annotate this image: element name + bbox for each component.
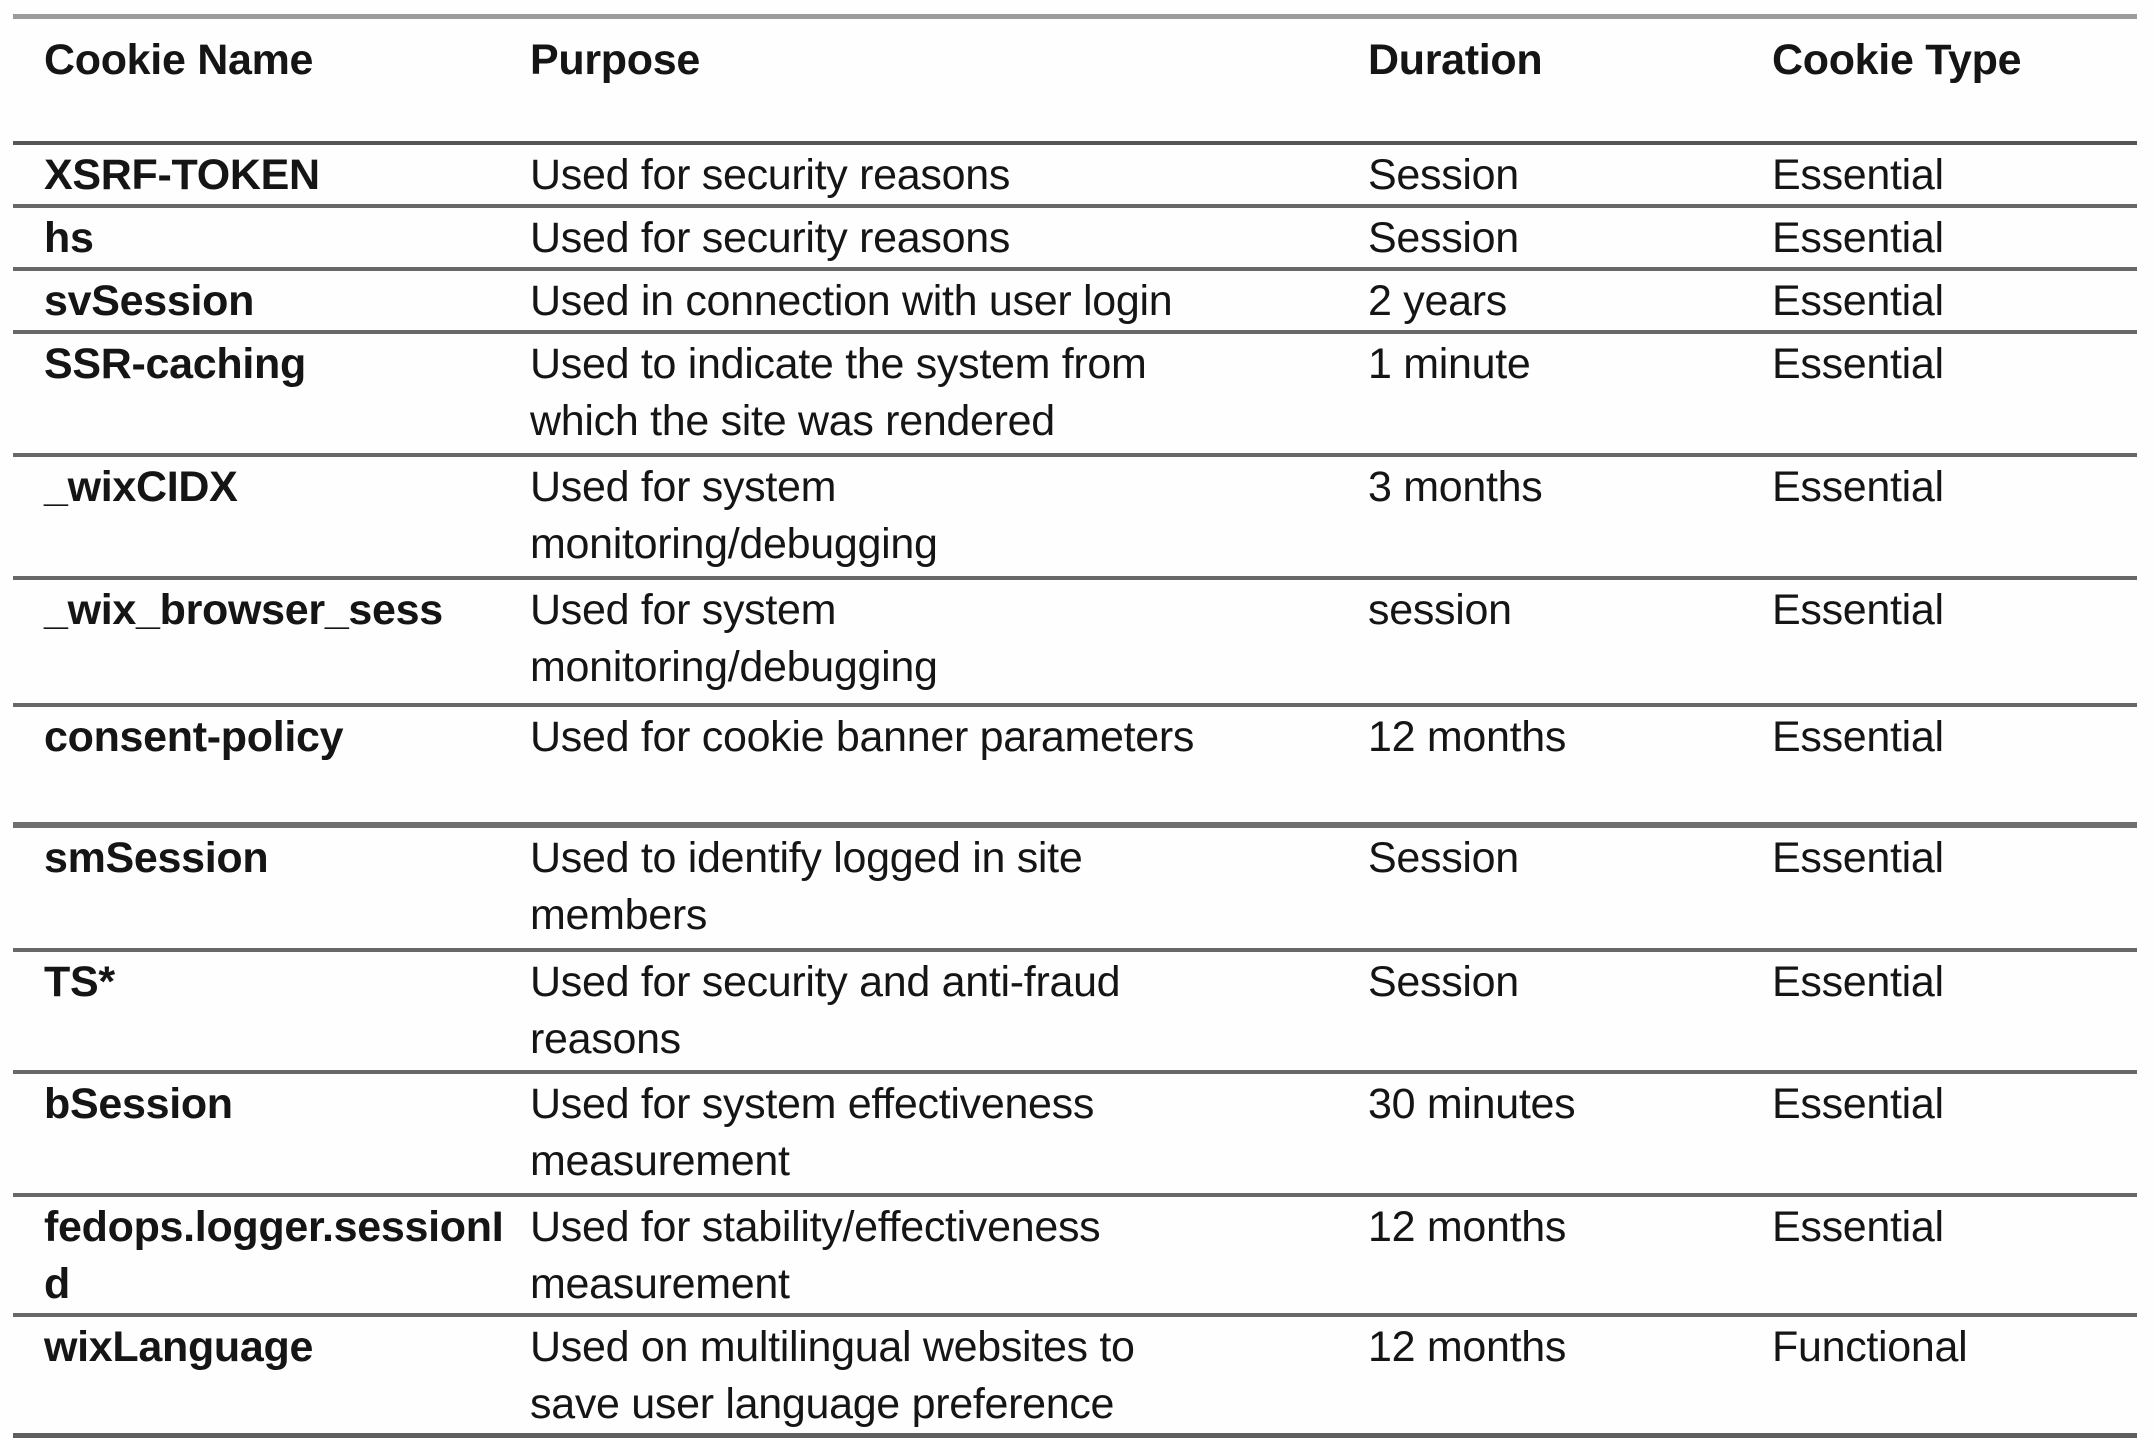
cookie-type-cell: Essential: [1772, 150, 1944, 199]
cookie-name-cell: hs: [44, 213, 94, 262]
table-header-row: Cookie Name Purpose Duration Cookie Type: [13, 17, 2137, 143]
column-header-cookie-name: Cookie Name: [44, 36, 314, 84]
cookie-type-cell: Essential: [1772, 1079, 1944, 1128]
duration-cell: 12 months: [1368, 1202, 1567, 1251]
purpose-cell: Used for system effectiveness measuremen…: [530, 1079, 1095, 1185]
purpose-cell: Used in connection with user login: [530, 276, 1173, 325]
column-header-cookie-type: Cookie Type: [1772, 36, 2022, 84]
purpose-cell: Used for security reasons: [530, 213, 1011, 262]
duration-cell: 1 minute: [1368, 339, 1531, 388]
table-row: svSession Used in connection with user l…: [13, 268, 2137, 332]
cookie-table: Cookie Name Purpose Duration Cookie Type…: [13, 14, 2137, 1438]
table-row: TS* Used for security and anti-fraud rea…: [13, 949, 2137, 1072]
column-header-duration: Duration: [1368, 36, 1543, 84]
duration-cell: Session: [1368, 213, 1519, 262]
table-row: _wixCIDX Used for system monitoring/debu…: [13, 454, 2137, 578]
cookie-name-cell: TS*: [44, 957, 115, 1006]
table-row: fedops.logger.sessionId Used for stabili…: [13, 1194, 2137, 1315]
duration-cell: 12 months: [1368, 1322, 1567, 1371]
purpose-cell: Used to identify logged in site members: [530, 833, 1083, 939]
duration-cell: 12 months: [1368, 712, 1567, 761]
cookie-name-cell: consent-policy: [44, 712, 344, 761]
cookie-name-cell: fedops.logger.sessionId: [44, 1202, 504, 1308]
cookie-type-cell: Essential: [1772, 462, 1944, 511]
cookie-type-cell: Essential: [1772, 712, 1944, 761]
cookie-name-cell: _wix_browser_sess: [44, 585, 443, 634]
duration-cell: Session: [1368, 833, 1519, 882]
table-row: hs Used for security reasons Session Ess…: [13, 205, 2137, 269]
cookie-type-cell: Essential: [1772, 276, 1944, 325]
table-row: wixLanguage Used on multilingual website…: [13, 1314, 2137, 1436]
duration-cell: 2 years: [1368, 276, 1507, 325]
column-header-purpose: Purpose: [530, 36, 700, 84]
purpose-cell: Used on multilingual websites to save us…: [530, 1322, 1135, 1428]
table-row: smSession Used to identify logged in sit…: [13, 824, 2137, 950]
purpose-cell: Used for cookie banner parameters: [530, 712, 1195, 761]
purpose-cell: Used for security reasons: [530, 150, 1011, 199]
cookie-name-cell: XSRF-TOKEN: [44, 150, 320, 199]
cookie-name-cell: bSession: [44, 1079, 233, 1128]
cookie-type-cell: Essential: [1772, 213, 1944, 262]
cookie-name-cell: SSR-caching: [44, 339, 306, 388]
duration-cell: Session: [1368, 957, 1519, 1006]
cookie-name-cell: svSession: [44, 276, 255, 325]
cookie-name-cell: _wixCIDX: [44, 462, 238, 511]
duration-cell: session: [1368, 585, 1512, 634]
duration-cell: Session: [1368, 150, 1519, 199]
table-row: consent-policy Used for cookie banner pa…: [13, 704, 2137, 825]
table-row: _wix_browser_sess Used for system monito…: [13, 577, 2137, 705]
cookie-type-cell: Functional: [1772, 1322, 1968, 1371]
table-row: bSession Used for system effectiveness m…: [13, 1071, 2137, 1195]
cookie-type-cell: Essential: [1772, 833, 1944, 882]
cookie-name-cell: smSession: [44, 833, 269, 882]
table-row: XSRF-TOKEN Used for security reasons Ses…: [13, 142, 2137, 206]
cookie-type-cell: Essential: [1772, 957, 1944, 1006]
purpose-cell: Used for system monitoring/debugging: [530, 462, 938, 568]
cookie-type-cell: Essential: [1772, 585, 1944, 634]
duration-cell: 30 minutes: [1368, 1079, 1576, 1128]
purpose-cell: Used for security and anti-fraud reasons: [530, 957, 1121, 1063]
purpose-cell: Used to indicate the system from which t…: [530, 339, 1147, 445]
purpose-cell: Used for stability/effectiveness measure…: [530, 1202, 1101, 1308]
cookie-type-cell: Essential: [1772, 1202, 1944, 1251]
duration-cell: 3 months: [1368, 462, 1543, 511]
cookie-type-cell: Essential: [1772, 339, 1944, 388]
cookie-name-cell: wixLanguage: [44, 1322, 314, 1371]
table-row: SSR-caching Used to indicate the system …: [13, 331, 2137, 455]
purpose-cell: Used for system monitoring/debugging: [530, 585, 938, 691]
